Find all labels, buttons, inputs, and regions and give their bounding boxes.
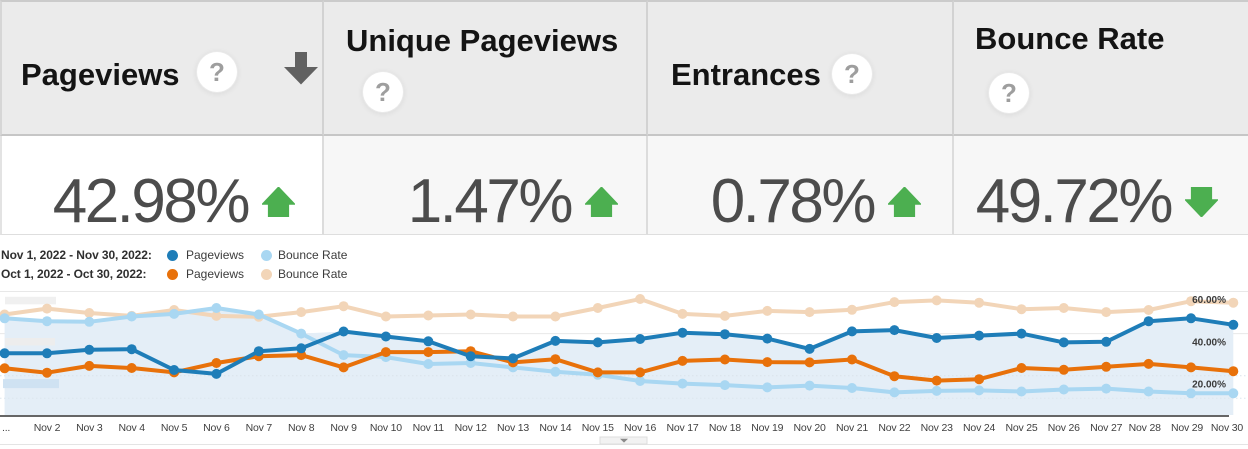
svg-text:Nov 23: Nov 23 — [921, 422, 953, 434]
svg-text:Nov 10: Nov 10 — [370, 422, 402, 434]
svg-text:Nov 17: Nov 17 — [666, 422, 698, 434]
svg-text:Nov 26: Nov 26 — [1048, 422, 1080, 434]
svg-text:Nov 28: Nov 28 — [1129, 422, 1161, 434]
svg-text:Nov 19: Nov 19 — [751, 422, 783, 434]
svg-text:Nov 2: Nov 2 — [34, 422, 61, 434]
svg-text:Nov 11: Nov 11 — [413, 422, 445, 434]
svg-text:Nov 16: Nov 16 — [624, 422, 656, 434]
svg-text:Nov 6: Nov 6 — [203, 422, 230, 434]
svg-text:20.00%: 20.00% — [1192, 380, 1226, 391]
svg-text:Nov 29: Nov 29 — [1171, 422, 1203, 434]
svg-text:...: ... — [2, 422, 10, 434]
svg-text:Nov 14: Nov 14 — [539, 422, 571, 434]
svg-text:Nov 25: Nov 25 — [1005, 422, 1037, 434]
svg-text:Nov 5: Nov 5 — [161, 422, 188, 434]
svg-text:60.00%: 60.00% — [1192, 295, 1226, 306]
svg-text:Nov 30: Nov 30 — [1211, 422, 1243, 434]
svg-text:Nov 21: Nov 21 — [836, 422, 868, 434]
svg-text:Nov 3: Nov 3 — [76, 422, 103, 434]
svg-text:Nov 15: Nov 15 — [582, 422, 614, 434]
svg-text:40.00%: 40.00% — [1192, 338, 1226, 349]
svg-text:Nov 7: Nov 7 — [246, 422, 273, 434]
svg-text:Nov 4: Nov 4 — [118, 422, 145, 434]
svg-text:Nov 22: Nov 22 — [878, 422, 910, 434]
svg-text:Nov 27: Nov 27 — [1090, 422, 1122, 434]
svg-text:Nov 12: Nov 12 — [455, 422, 487, 434]
svg-text:Nov 24: Nov 24 — [963, 422, 995, 434]
svg-text:Nov 8: Nov 8 — [288, 422, 315, 434]
svg-text:Nov 13: Nov 13 — [497, 422, 529, 434]
svg-text:Nov 18: Nov 18 — [709, 422, 741, 434]
svg-text:Nov 9: Nov 9 — [330, 422, 357, 434]
svg-text:Nov 20: Nov 20 — [794, 422, 826, 434]
